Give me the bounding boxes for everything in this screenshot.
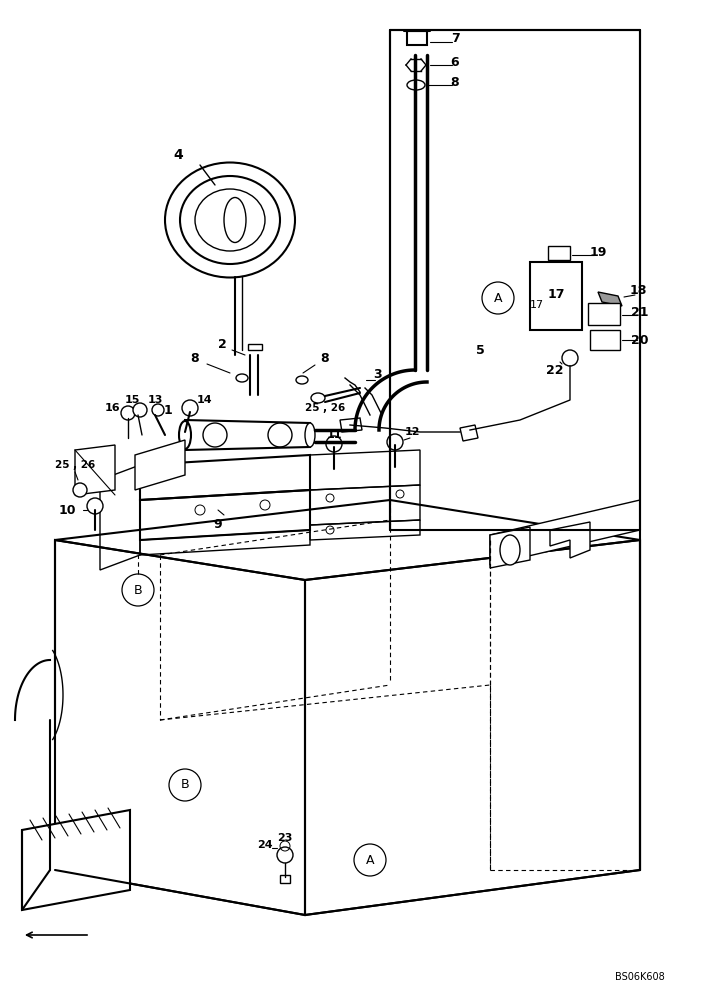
Text: A: A	[494, 292, 502, 304]
Polygon shape	[22, 810, 130, 910]
Text: 25 , 26: 25 , 26	[55, 460, 95, 470]
Text: 19: 19	[589, 245, 607, 258]
Text: 22: 22	[546, 363, 564, 376]
Text: 1: 1	[163, 403, 172, 416]
Circle shape	[73, 483, 87, 497]
Polygon shape	[340, 418, 362, 432]
Circle shape	[87, 498, 103, 514]
Text: 6: 6	[451, 55, 459, 68]
Text: 24: 24	[257, 840, 273, 850]
Text: 11: 11	[326, 430, 341, 440]
Ellipse shape	[296, 376, 308, 384]
Text: B: B	[134, 584, 142, 596]
Text: 17: 17	[547, 288, 565, 302]
Text: 18: 18	[629, 284, 647, 298]
Text: 16: 16	[105, 403, 121, 413]
Text: 14: 14	[197, 395, 213, 405]
Polygon shape	[550, 522, 590, 558]
Circle shape	[277, 847, 293, 863]
Polygon shape	[598, 292, 622, 306]
Circle shape	[133, 403, 147, 417]
Text: 4: 4	[173, 148, 183, 162]
Text: 23: 23	[277, 833, 293, 843]
Text: 20: 20	[631, 334, 649, 347]
Bar	[280, 875, 290, 883]
Bar	[548, 246, 570, 260]
Polygon shape	[135, 440, 185, 490]
Text: 8: 8	[321, 352, 329, 364]
Circle shape	[326, 436, 342, 452]
Ellipse shape	[305, 423, 315, 447]
Polygon shape	[460, 425, 478, 441]
Bar	[248, 344, 262, 350]
Text: 9: 9	[214, 518, 222, 532]
Bar	[407, 31, 427, 45]
Circle shape	[562, 350, 578, 366]
Bar	[590, 330, 620, 350]
Polygon shape	[75, 445, 115, 495]
Text: 12: 12	[404, 427, 420, 437]
Polygon shape	[490, 527, 530, 568]
Ellipse shape	[311, 393, 325, 403]
Circle shape	[121, 406, 135, 420]
Text: 7: 7	[451, 31, 460, 44]
Text: A: A	[366, 854, 375, 866]
Text: 25 , 26: 25 , 26	[305, 403, 345, 413]
Text: 21: 21	[631, 306, 649, 320]
Polygon shape	[490, 500, 640, 565]
Circle shape	[387, 434, 403, 450]
Ellipse shape	[407, 80, 425, 90]
Ellipse shape	[224, 198, 246, 242]
Text: 15: 15	[125, 395, 139, 405]
Ellipse shape	[236, 374, 248, 382]
Text: 8: 8	[191, 352, 199, 364]
Bar	[588, 303, 620, 325]
Text: 17: 17	[530, 300, 544, 310]
Ellipse shape	[500, 535, 520, 565]
Circle shape	[182, 400, 198, 416]
Text: 8: 8	[451, 77, 459, 90]
Text: 2: 2	[218, 338, 227, 352]
Polygon shape	[185, 420, 310, 450]
Text: 5: 5	[476, 344, 484, 357]
Bar	[530, 262, 582, 330]
Text: BS06K608: BS06K608	[615, 972, 665, 982]
Text: 3: 3	[374, 368, 382, 381]
Text: B: B	[181, 778, 189, 792]
Ellipse shape	[179, 421, 191, 449]
Text: 10: 10	[58, 504, 76, 516]
Text: 13: 13	[147, 395, 163, 405]
